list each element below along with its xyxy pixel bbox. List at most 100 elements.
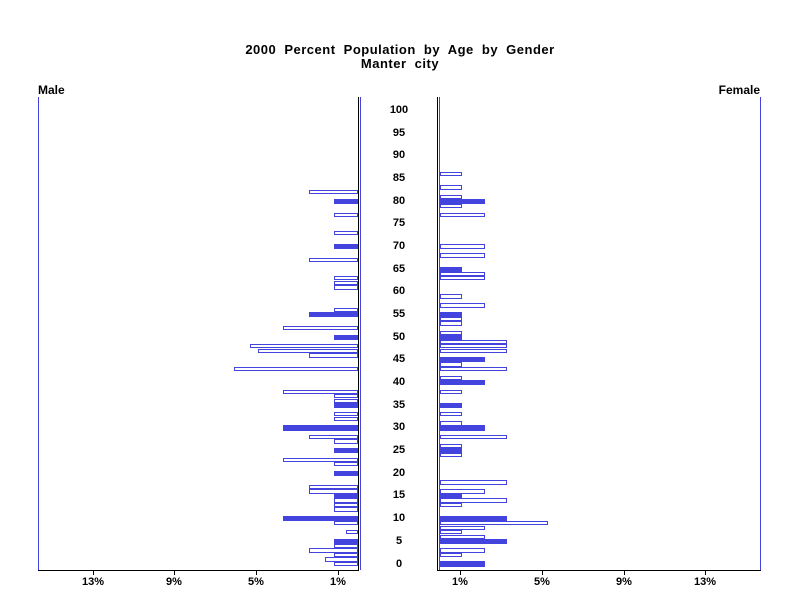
bar-female-age-47 xyxy=(440,348,507,354)
age-label-90: 90 xyxy=(392,149,406,161)
male-pct-tick-13 xyxy=(93,571,94,575)
bar-male-age-3 xyxy=(309,548,358,553)
bar-female-age-83 xyxy=(440,185,462,190)
bar-female-age-77 xyxy=(440,212,485,217)
bar-male-age-2 xyxy=(334,552,358,558)
bar-male-age-36 xyxy=(334,398,358,403)
female-pct-tick-13 xyxy=(705,571,706,575)
age-label-20: 20 xyxy=(392,467,406,479)
age-label-30: 30 xyxy=(392,421,406,433)
bar-male-age-82 xyxy=(309,189,358,195)
bar-female-age-53 xyxy=(440,321,462,326)
bar-female-age-81 xyxy=(440,194,462,199)
bar-female-age-18 xyxy=(440,480,507,485)
bar-male-age-48 xyxy=(250,344,358,349)
bar-male-age-14 xyxy=(334,498,358,503)
bar-female-age-49 xyxy=(440,339,507,344)
age-label-10: 10 xyxy=(392,512,406,524)
bar-female-age-35 xyxy=(440,402,462,408)
bar-male-age-43 xyxy=(234,366,358,372)
bar-female-age-54 xyxy=(440,316,462,322)
bar-female-age-9 xyxy=(440,521,548,526)
male-inner-blue-line xyxy=(360,97,361,570)
bar-male-age-33 xyxy=(334,412,358,417)
age-label-60: 60 xyxy=(392,285,406,297)
bar-female-age-7 xyxy=(440,530,462,535)
bar-female-age-57 xyxy=(440,303,485,308)
bar-male-age-15 xyxy=(334,493,358,499)
bar-male-age-27 xyxy=(334,439,358,444)
bar-male-age-25 xyxy=(334,448,358,454)
bar-female-age-38 xyxy=(440,389,462,394)
bar-female-age-31 xyxy=(440,421,462,426)
bar-male-age-5 xyxy=(334,538,358,544)
bar-male-age-77 xyxy=(334,212,358,217)
bar-male-age-4 xyxy=(334,543,358,549)
bar-female-age-55 xyxy=(440,312,462,318)
bar-female-age-50 xyxy=(440,334,462,340)
female-pct-tick-label-1: 1% xyxy=(452,576,468,588)
bar-male-age-55 xyxy=(309,312,358,318)
female-pct-tick-label-5: 5% xyxy=(534,576,550,588)
bar-female-age-8 xyxy=(440,525,485,530)
bar-male-age-38 xyxy=(283,389,358,394)
age-label-5: 5 xyxy=(395,535,403,547)
bar-female-age-6 xyxy=(440,534,485,539)
male-frame-left-line xyxy=(38,97,39,570)
age-label-75: 75 xyxy=(392,217,406,229)
bar-male-age-67 xyxy=(309,258,358,263)
age-label-100: 100 xyxy=(389,104,409,116)
bar-female-age-45 xyxy=(440,357,485,363)
bar-female-age-40 xyxy=(440,380,485,386)
bar-female-age-64 xyxy=(440,271,485,276)
bar-female-age-13 xyxy=(440,502,462,508)
male-pct-tick-9 xyxy=(174,571,175,575)
age-label-85: 85 xyxy=(392,172,406,184)
male-pct-tick-1 xyxy=(338,571,339,575)
bar-female-age-44 xyxy=(440,362,462,367)
bar-male-age-62 xyxy=(334,280,358,285)
female-inner-blue-line xyxy=(439,97,440,570)
bar-male-age-16 xyxy=(309,489,358,494)
age-label-15: 15 xyxy=(392,489,406,501)
female-x-axis-line xyxy=(437,570,761,571)
bar-male-age-35 xyxy=(334,402,358,408)
male-pct-tick-5 xyxy=(256,571,257,575)
bar-female-age-48 xyxy=(440,344,507,349)
male-x-axis-line xyxy=(38,570,359,571)
female-frame-right-line xyxy=(760,97,761,570)
bar-male-age-22 xyxy=(334,462,358,467)
male-pct-tick-label-13: 13% xyxy=(81,576,105,588)
age-label-35: 35 xyxy=(392,399,406,411)
bar-female-age-43 xyxy=(440,366,507,372)
chart-title: 2000 Percent Population by Age by Gender xyxy=(245,42,555,57)
bar-male-age-12 xyxy=(334,507,358,512)
female-pct-tick-5 xyxy=(542,571,543,575)
bar-male-age-70 xyxy=(334,244,358,250)
bar-female-age-28 xyxy=(440,434,507,440)
bar-female-age-51 xyxy=(440,330,462,335)
bar-female-age-65 xyxy=(440,266,462,272)
bar-female-age-30 xyxy=(440,425,485,431)
chart-subtitle: Manter city xyxy=(360,56,440,71)
bar-female-age-5 xyxy=(440,538,507,544)
bar-male-age-80 xyxy=(334,198,358,204)
male-y-axis-line xyxy=(358,97,359,570)
bar-female-age-10 xyxy=(440,516,507,522)
female-axis-label: Female xyxy=(718,83,760,97)
bar-female-age-63 xyxy=(440,276,485,281)
age-label-80: 80 xyxy=(392,195,406,207)
bar-male-age-52 xyxy=(283,326,358,331)
bar-male-age-20 xyxy=(334,470,358,476)
male-axis-label: Male xyxy=(38,83,65,97)
age-label-65: 65 xyxy=(392,263,406,275)
male-pct-tick-label-9: 9% xyxy=(166,576,182,588)
bar-male-age-47 xyxy=(258,348,358,354)
bar-male-age-63 xyxy=(334,276,358,281)
bar-female-age-16 xyxy=(440,489,485,494)
bar-male-age-17 xyxy=(309,484,358,490)
age-label-45: 45 xyxy=(392,353,406,365)
bar-female-age-24 xyxy=(440,453,462,458)
age-label-55: 55 xyxy=(392,308,406,320)
female-pct-tick-1 xyxy=(460,571,461,575)
